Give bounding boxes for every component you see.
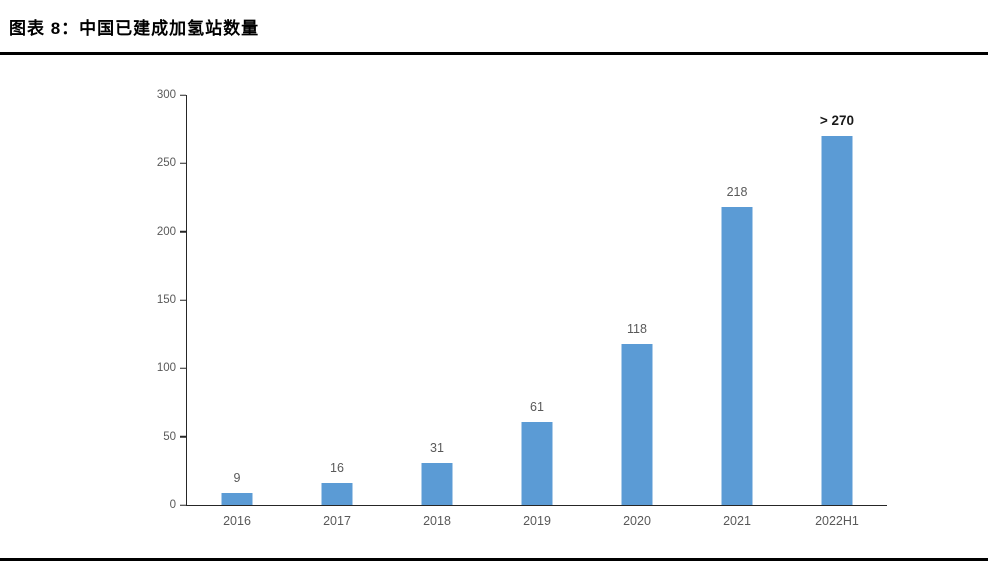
bar-value-label: 31 xyxy=(430,440,444,455)
y-tick-mark xyxy=(180,162,186,165)
y-tick-label: 100 xyxy=(156,362,176,375)
bar xyxy=(521,421,553,505)
x-axis-label: 2017 xyxy=(323,514,351,528)
figure-title: 图表 8：中国已建成加氢站数量 xyxy=(9,19,260,38)
y-tick-label: 250 xyxy=(156,157,176,170)
x-axis-label: 2018 xyxy=(423,514,451,528)
bar-value-label: 118 xyxy=(627,321,647,336)
y-tick-label: 300 xyxy=(156,89,176,101)
y-tick-mark xyxy=(180,367,186,370)
bar xyxy=(821,136,853,505)
x-axis-label: 2019 xyxy=(523,514,551,528)
bar-value-label: > 270 xyxy=(819,113,855,128)
y-tick-mark xyxy=(180,230,186,233)
bar-value-label: 218 xyxy=(726,185,748,200)
bar xyxy=(621,343,653,505)
bar-value-label: 9 xyxy=(233,470,241,485)
x-axis-label: 2021 xyxy=(723,514,751,528)
bar xyxy=(221,492,253,505)
x-axis-label: 2016 xyxy=(223,514,251,528)
y-tick-label: 0 xyxy=(169,499,176,511)
y-tick-label: 50 xyxy=(163,430,176,443)
bar-value-label: 16 xyxy=(330,461,344,476)
page-bottom-divider xyxy=(0,558,988,561)
y-tick-mark xyxy=(180,94,186,96)
y-tick-mark xyxy=(180,435,186,438)
x-axis-label: 2020 xyxy=(623,514,651,528)
x-axis-label: 2022H1 xyxy=(815,514,859,528)
y-tick-label: 150 xyxy=(156,294,176,306)
bar-value-label: 61 xyxy=(530,399,544,414)
y-tick-mark xyxy=(180,299,186,301)
y-tick-label: 200 xyxy=(156,225,176,238)
title-divider xyxy=(0,52,988,55)
bar xyxy=(421,462,453,505)
bar xyxy=(321,483,353,505)
y-tick-mark xyxy=(180,504,186,506)
bar xyxy=(721,207,753,505)
plot-area: 0 50 100 150 200 250 300 9 2016 16 2017 31 2018 61 201… xyxy=(157,89,887,528)
